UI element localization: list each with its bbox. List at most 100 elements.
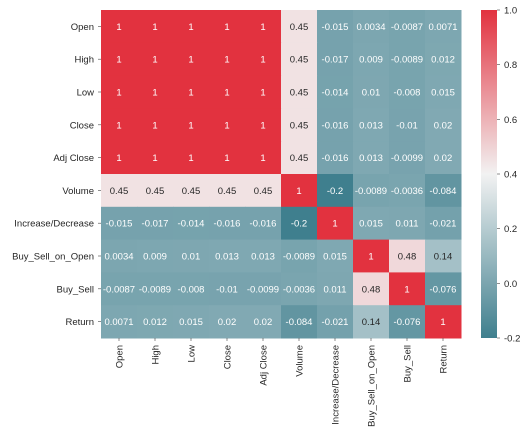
- heatmap-cell-6-1: [137, 206, 174, 241]
- heatmap-cell-0-6: [317, 10, 354, 44]
- cell-value-label: 1: [116, 153, 121, 164]
- colorbar-tick-label: -0.2: [504, 334, 520, 345]
- cell-value-label: -0.0099: [391, 153, 423, 164]
- cell-value-label: 1: [296, 186, 301, 197]
- cell-value-label: 0.45: [182, 186, 201, 197]
- heatmap-cell-3-5: [281, 108, 318, 142]
- y-axis-tick-label: Buy_Sell_on_Open: [12, 252, 94, 263]
- cell-value-label: -0.016: [250, 219, 277, 230]
- heatmap-cell-6-9: [425, 206, 462, 241]
- cell-value-label: 1: [188, 153, 193, 164]
- heatmap-cell-5-8: [389, 174, 426, 208]
- cell-value-label: -0.021: [430, 219, 457, 230]
- colorbar: 1.0 0.8 0.6 0.4 0.2 0.0 -0.2: [481, 6, 520, 345]
- y-axis-tick-labels: Open High Low Close Adj Close Volume Increase/…: [12, 22, 101, 328]
- heatmap-cell-1-4: [245, 42, 282, 77]
- cell-value-label: -0.016: [214, 219, 241, 230]
- cell-value-label: -0.0036: [391, 186, 423, 197]
- cell-value-label: -0.008: [178, 284, 205, 295]
- cell-value-label: -0.0087: [391, 22, 423, 33]
- heatmap-cell-8-4: [245, 272, 282, 306]
- cell-value-label: -0.01: [216, 284, 238, 295]
- cell-value-label: 0.48: [362, 284, 381, 295]
- heatmap-cell-9-4: [245, 305, 282, 339]
- heatmap-cell-2-9: [425, 75, 462, 109]
- heatmap-cell-7-6: [317, 239, 354, 273]
- cell-value-label: 1: [188, 120, 193, 131]
- cell-value-label: -0.0036: [283, 284, 315, 295]
- cell-value-label: 1: [152, 22, 157, 33]
- cell-value-label: -0.015: [106, 219, 133, 230]
- cell-value-label: 1: [260, 55, 265, 66]
- heatmap-cell-5-0: [101, 174, 138, 208]
- cell-value-label: 1: [224, 88, 229, 99]
- heatmap-cell-8-9: [425, 272, 462, 306]
- cell-value-label: -0.2: [291, 219, 307, 230]
- cell-value-label: -0.008: [394, 88, 421, 99]
- cell-value-label: 0.0034: [356, 22, 385, 33]
- heatmap-cell-0-7: [353, 10, 390, 44]
- heatmap-cell-4-2: [173, 141, 210, 175]
- cell-value-label: 0.015: [179, 317, 203, 328]
- heatmap-cell-3-2: [173, 108, 210, 142]
- heatmap-cell-6-6: [317, 206, 354, 241]
- heatmap-cell-9-3: [209, 305, 246, 339]
- cell-value-label: 1: [152, 153, 157, 164]
- cell-value-label: 0.14: [434, 252, 453, 263]
- heatmap-cell-1-1: [137, 42, 174, 77]
- x-axis-tick-label: Volume: [295, 345, 306, 377]
- cell-value-label: -0.015: [322, 22, 349, 33]
- heatmap-cell-9-1: [137, 305, 174, 339]
- y-axis-tick-label: Volume: [62, 186, 94, 197]
- cell-value-label: -0.076: [394, 317, 421, 328]
- heatmap-cell-2-8: [389, 75, 426, 109]
- cell-value-label: 0.011: [395, 219, 418, 230]
- heatmap-cell-2-5: [281, 75, 318, 109]
- cell-value-label: -0.0087: [103, 284, 135, 295]
- heatmap-cell-9-0: [101, 305, 138, 339]
- cell-value-label: -0.084: [286, 317, 313, 328]
- heatmap-cell-6-0: [101, 206, 138, 241]
- cell-value-label: 1: [332, 219, 337, 230]
- heatmap-cell-5-4: [245, 174, 282, 208]
- heatmap-cell-0-4: [245, 10, 282, 44]
- heatmap-cell-9-7: [353, 305, 390, 339]
- heatmap-cell-7-7: [353, 239, 390, 273]
- y-axis-tick-label: Open: [71, 22, 94, 33]
- cell-value-label: -0.2: [327, 186, 343, 197]
- heatmap-cell-4-7: [353, 141, 390, 175]
- heatmap-cell-5-7: [353, 174, 390, 208]
- cell-value-label: 0.48: [398, 252, 417, 263]
- heatmap-cell-6-2: [173, 206, 210, 241]
- heatmap-cell-5-3: [209, 174, 246, 208]
- heatmap-cell-1-0: [101, 42, 138, 77]
- cell-value-labels: 1 1 1 1 1 0.45 -0.015 0.0034 -0.0087 0.0071 1 1 1 1 1 0…: [103, 22, 458, 328]
- heatmap-cell-2-6: [317, 75, 354, 109]
- heatmap-cell-4-9: [425, 141, 462, 175]
- x-axis-tick-labels: Open High Low Close Adj Close Volume Increase/…: [115, 338, 450, 427]
- heatmap-cell-1-9: [425, 42, 462, 77]
- cell-value-label: 0.45: [290, 88, 309, 99]
- heatmap-cell-9-5: [281, 305, 318, 339]
- cell-value-label: 0.015: [359, 219, 383, 230]
- heatmap-cell-7-5: [281, 239, 318, 273]
- cell-value-label: 0.45: [110, 186, 129, 197]
- colorbar-gradient: [481, 10, 497, 338]
- heatmap-cell-2-2: [173, 75, 210, 109]
- heatmap-cell-8-6: [317, 272, 354, 306]
- heatmap-cell-9-8: [389, 305, 426, 339]
- heatmap-cell-2-1: [137, 75, 174, 109]
- cell-value-label: 0.45: [290, 22, 309, 33]
- heatmap-cell-9-9: [425, 305, 462, 339]
- heatmap-cell-7-4: [245, 239, 282, 273]
- cell-value-label: 0.0034: [104, 252, 133, 263]
- cell-value-label: 1: [188, 22, 193, 33]
- cell-value-label: 1: [116, 55, 121, 66]
- cell-value-label: 1: [260, 22, 265, 33]
- cell-value-label: 1: [224, 153, 229, 164]
- x-axis-tick-label: Low: [187, 345, 198, 363]
- heatmap-cell-6-3: [209, 206, 246, 241]
- cell-value-label: -0.017: [142, 219, 169, 230]
